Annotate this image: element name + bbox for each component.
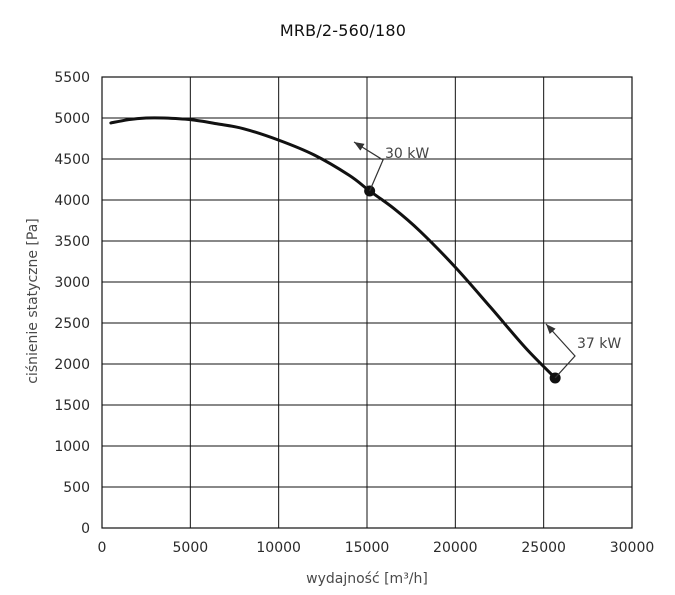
x-tick-label: 5000: [173, 540, 209, 556]
y-tick-label: 3000: [54, 275, 90, 291]
x-tick-label: 15000: [345, 540, 390, 556]
y-tick-label: 1000: [54, 439, 90, 455]
series-layer: [109, 116, 561, 384]
power-annotation-label: 37 kW: [577, 336, 621, 352]
y-tick-label: 1500: [54, 398, 90, 414]
x-tick-label: 10000: [256, 540, 301, 556]
x-tick-label: 30000: [610, 540, 655, 556]
x-tick-label: 0: [98, 540, 107, 556]
x-tick-label: 25000: [521, 540, 566, 556]
y-tick-label: 0: [81, 521, 90, 537]
y-tick-label: 2000: [54, 357, 90, 373]
y-tick-label: 3500: [54, 234, 90, 250]
grid-layer: [101, 76, 633, 529]
y-tick-label: 5000: [54, 111, 90, 127]
chart-title: MRB/2-560/180: [280, 21, 406, 40]
y-axis-label: ciśnienie statyczne [Pa]: [25, 218, 41, 384]
annotation-layer: 30 kW 37 kW: [353, 141, 621, 379]
axis-layer: 0 5000 10000 15000 20000 25000 30000 0 500 1000 15…: [54, 70, 654, 556]
y-tick-label: 500: [63, 480, 90, 496]
plot-border: [101, 76, 633, 529]
x-axis-label: wydajność [m³/h]: [306, 571, 428, 587]
y-tick-label: 4500: [54, 152, 90, 168]
fan-curve-line: [109, 116, 557, 380]
y-tick-label: 4000: [54, 193, 90, 209]
power-annotation-label: 30 kW: [385, 146, 429, 162]
y-tick-label: 5500: [54, 70, 90, 86]
y-tick-label: 2500: [54, 316, 90, 332]
x-tick-label: 20000: [433, 540, 478, 556]
annotation-leader-arrow: [545, 323, 576, 379]
annotation-leader-arrow: [353, 141, 384, 192]
